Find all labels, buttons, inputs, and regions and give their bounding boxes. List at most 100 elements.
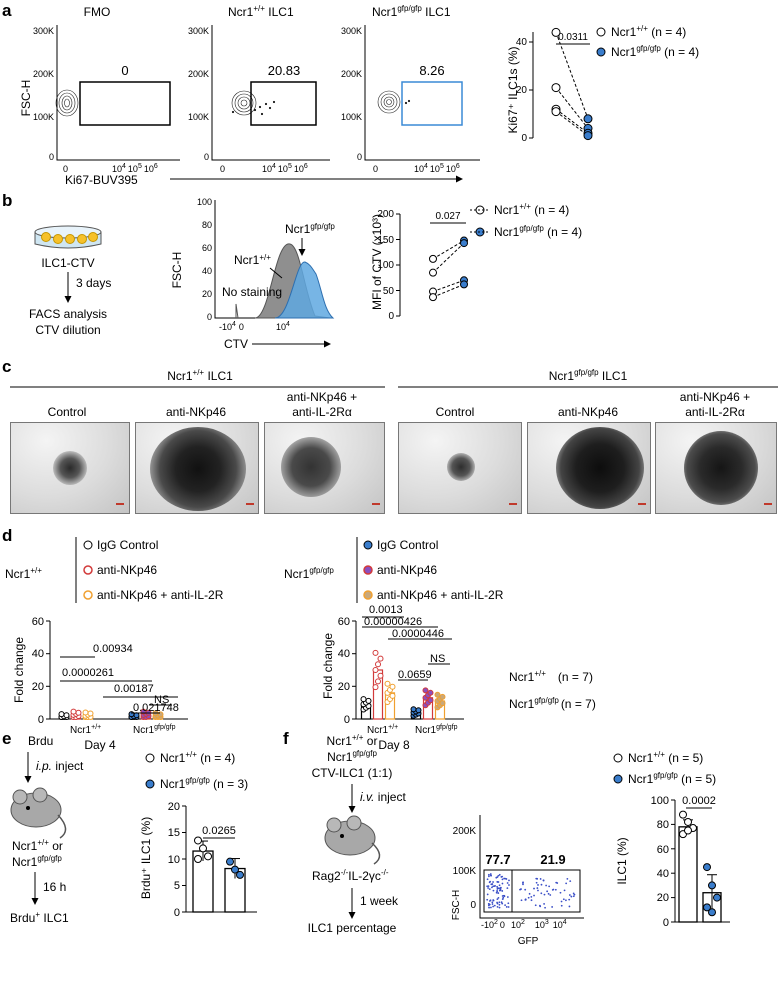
hist-unstained: [235, 303, 239, 319]
d-n-ko: Ncr1gfp/gfp (n = 7): [509, 696, 596, 711]
f-ytick-0: 0: [663, 917, 669, 929]
d-legend2-igg: IgG Control: [377, 538, 438, 552]
ytick-a3-200: 200K: [341, 69, 362, 79]
f-event-ctv: [508, 879, 510, 882]
hist-ytick-40: 40: [202, 266, 212, 276]
ki67-pair-line: [555, 111, 589, 137]
d8-point: [427, 689, 434, 696]
f-event-ctv: [507, 902, 510, 905]
panel-e: Brdu i.p. inject Ncr1+/+ or Ncr1gfp/gfp …: [10, 734, 257, 925]
f-duration: 1 week: [360, 894, 399, 908]
hist-xtick-neg: -104 0: [219, 321, 244, 332]
mfi-pair-line: [432, 279, 465, 292]
panel-letter-a: a: [2, 1, 12, 20]
f-event-ctv: [500, 901, 503, 904]
f-event-ctv: [486, 885, 489, 888]
contours-fmo: [55, 89, 79, 117]
mfi-ytick-50: 50: [383, 286, 395, 297]
d8-ytick-40: 40: [338, 648, 350, 660]
d-legend2-genotype: Ncr1gfp/gfp: [284, 566, 334, 581]
e-point: [236, 870, 244, 879]
f-legend-ko-marker: [613, 774, 623, 784]
d8-title: Day 8: [378, 738, 410, 752]
panel-letter-f: f: [283, 729, 289, 748]
f-event-ctv: [488, 875, 490, 878]
f-event-ctv: [495, 891, 498, 894]
e-ytick-10: 10: [168, 854, 180, 866]
f-event-ctv: [492, 905, 495, 908]
f-event-gfp: [565, 882, 568, 885]
ytick-a1-200: 200K: [33, 69, 54, 79]
xtick-a3-10-4: 104 105 106: [414, 163, 460, 174]
hist-label-nostain: No staining: [222, 285, 282, 299]
f-legend-wt: Ncr1+/+ (n = 5): [628, 750, 703, 765]
d-legend2-nkp46: anti-NKp46: [377, 563, 437, 577]
d8-point: [372, 667, 379, 673]
e-ytick-20: 20: [168, 801, 180, 813]
f-pvalue: 0.0002: [682, 795, 716, 807]
f-event-gfp: [542, 879, 545, 882]
f-event-ctv: [496, 881, 499, 883]
f-flow-ytick-100: 100K: [453, 866, 477, 877]
contours-ko: [377, 90, 411, 114]
ytick-a2-200: 200K: [188, 69, 209, 79]
mfi-ytick-200: 200: [377, 209, 394, 220]
xtick-a2-10-4: 104 105 106: [262, 163, 308, 174]
f-event-gfp: [568, 905, 571, 908]
f-event-ctv: [502, 894, 505, 897]
d-legend2-combo: anti-NKp46 + anti-IL-2R: [377, 588, 504, 602]
e-legend-wt: Ncr1+/+ (n = 4): [160, 750, 235, 765]
f-event-ctv: [498, 901, 501, 904]
f-event-ctv: [491, 903, 494, 905]
d-legend1-nkp46: anti-NKp46: [97, 563, 157, 577]
f-event-ctv: [498, 903, 501, 906]
d4-group-ko: Ncr1gfp/gfp: [133, 724, 176, 736]
flow-axes-ko: [364, 25, 480, 161]
f-event-gfp: [536, 877, 539, 880]
f-event-gfp: [543, 893, 546, 896]
f-flow-events: [486, 873, 576, 909]
c-label-control-wt: Control: [48, 405, 87, 419]
f-event-gfp: [540, 892, 543, 895]
micrograph-ko-nkp46: [527, 422, 651, 514]
mfi-point-wt: [429, 254, 437, 263]
e-duration: 16 h: [43, 880, 66, 894]
e-y-label: Brdu⁺ ILC1 (%): [139, 817, 153, 899]
d4-ytick-0: 0: [38, 714, 44, 726]
ki67-point-ko: [583, 114, 593, 124]
xtick-a1-10-4: 104 105 106: [112, 163, 158, 174]
micrograph-wt-control: [10, 422, 130, 514]
culture-dish-icon: [34, 225, 102, 249]
f-event-gfp: [534, 904, 537, 907]
d8-point: [427, 697, 434, 704]
d8-point: [375, 678, 381, 685]
f-event-gfp: [562, 898, 565, 901]
panel-f: Ncr1+/+ or Ncr1gfp/gfp CTV-ILC1 (1:1) i.…: [308, 733, 730, 947]
f-bar: [678, 826, 698, 923]
mfi-point-ko: [460, 280, 468, 289]
f-event-ctv: [487, 873, 490, 876]
c-label-control-ko: Control: [436, 405, 475, 419]
f-event-gfp: [568, 894, 571, 896]
d-legend2-igg-marker: [363, 540, 373, 550]
f-point: [679, 810, 687, 819]
f-event-ctv: [489, 873, 492, 875]
flow-title-fmo: FMO: [84, 5, 111, 19]
f-event-ctv: [488, 906, 490, 909]
hist-wt-pointer: [269, 267, 283, 279]
f-event-ctv: [506, 882, 509, 884]
ytick-a1-0: 0: [49, 152, 54, 162]
d8-group-ko: Ncr1gfp/gfp: [415, 724, 458, 736]
flow-axes-wt: [211, 25, 330, 161]
flow-axes-fmo: [56, 25, 180, 161]
e-legend-ko: Ncr1gfp/gfp (n = 3): [160, 776, 248, 791]
f-event-gfp: [540, 883, 543, 886]
f-event-ctv: [486, 878, 489, 881]
flow-title-ko: Ncr1gfp/gfp ILC1: [372, 4, 451, 19]
f-event-ctv: [507, 906, 510, 908]
hist-y-label: FSC-H: [170, 252, 184, 289]
ki67-pair-line: [555, 32, 589, 119]
f-event-gfp: [566, 877, 569, 880]
c-group-ko: Ncr1gfp/gfp ILC1: [549, 368, 628, 383]
panel-b: ILC1-CTV 3 days FACS analysis CTV diluti…: [29, 197, 582, 351]
